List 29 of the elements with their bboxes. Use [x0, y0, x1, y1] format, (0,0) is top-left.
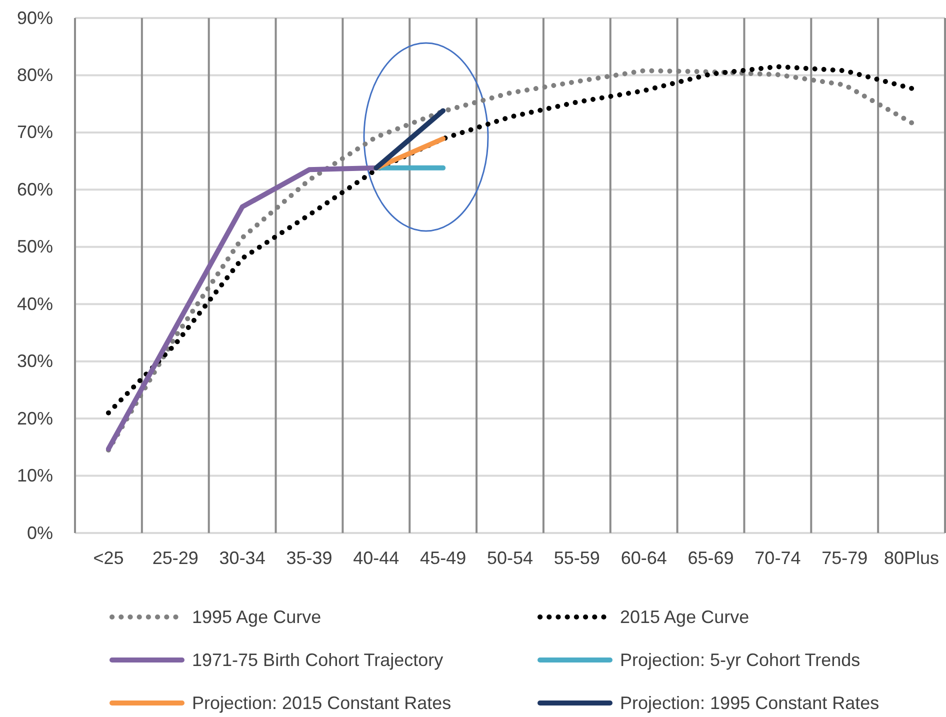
x-tick-label: 25-29 [152, 548, 198, 568]
legend-label: 1971-75 Birth Cohort Trajectory [192, 650, 444, 670]
legend-label: Projection: 2015 Constant Rates [192, 693, 452, 713]
x-tick-label: <25 [93, 548, 124, 568]
y-tick-label: 20% [16, 408, 53, 428]
y-tick-label: 90% [16, 8, 53, 28]
legend-label: 1995 Age Curve [192, 607, 322, 627]
x-tick-label: 30-34 [219, 548, 266, 568]
x-tick-label: 40-44 [353, 548, 400, 568]
y-tick-label: 80% [16, 64, 53, 85]
x-tick-label: 65-69 [688, 548, 734, 568]
y-tick-label: 50% [16, 236, 53, 257]
y-tick-label: 10% [16, 466, 53, 486]
x-tick-label: 75-79 [822, 548, 868, 568]
legend-label: 2015 Age Curve [620, 607, 750, 627]
x-tick-label: 35-39 [286, 548, 332, 568]
y-tick-label: 0% [26, 522, 53, 543]
y-tick-label: 60% [16, 179, 53, 200]
legend-label: Projection: 5-yr Cohort Trends [620, 650, 860, 670]
y-tick-label: 40% [16, 294, 53, 314]
x-tick-label: 55-59 [554, 548, 600, 568]
y-tick-label: 30% [16, 351, 53, 372]
x-tick-label: 60-64 [620, 548, 667, 568]
x-tick-label: 70-74 [754, 548, 801, 568]
x-tick-label: 50-54 [486, 548, 534, 568]
y-tick-label: 70% [16, 122, 53, 142]
x-tick-label: 45-49 [420, 548, 466, 568]
x-tick-label: 80Plus [884, 548, 940, 568]
legend-label: Projection: 1995 Constant Rates [620, 693, 880, 713]
